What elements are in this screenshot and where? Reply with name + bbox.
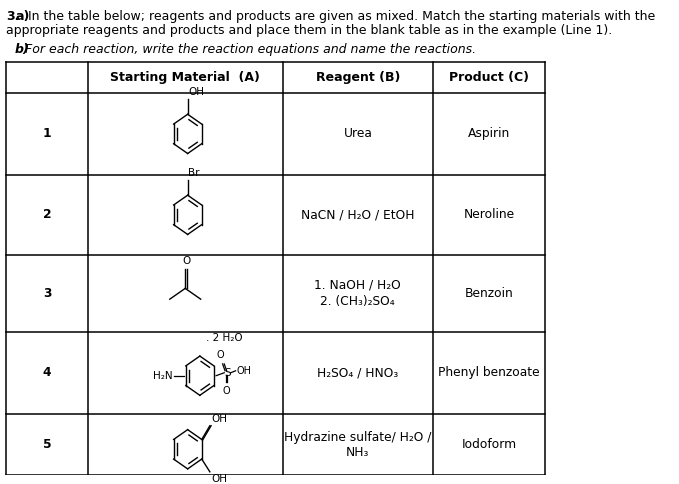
Text: Hydrazine sulfate/ H₂O /: Hydrazine sulfate/ H₂O / bbox=[285, 431, 432, 444]
Text: Product (C): Product (C) bbox=[449, 71, 529, 84]
Text: Benzoin: Benzoin bbox=[464, 287, 513, 300]
Text: 4: 4 bbox=[43, 366, 52, 379]
Text: For each reaction, write the reaction equations and name the reactions.: For each reaction, write the reaction eq… bbox=[25, 43, 476, 56]
Text: Starting Material  (A): Starting Material (A) bbox=[110, 71, 260, 84]
Text: 1: 1 bbox=[43, 127, 52, 140]
Text: Aspirin: Aspirin bbox=[468, 127, 510, 140]
Text: O: O bbox=[182, 256, 190, 266]
Text: b): b) bbox=[15, 43, 29, 56]
Text: 2: 2 bbox=[43, 208, 52, 221]
Text: Reagent (B): Reagent (B) bbox=[316, 71, 400, 84]
Text: 2. (CH₃)₂SO₄: 2. (CH₃)₂SO₄ bbox=[320, 295, 395, 308]
Text: In the table below; reagents and products are given as mixed. Match the starting: In the table below; reagents and product… bbox=[28, 10, 655, 23]
Text: O: O bbox=[222, 385, 230, 395]
Text: Urea: Urea bbox=[344, 127, 372, 140]
Text: 3: 3 bbox=[43, 287, 52, 300]
Text: 5: 5 bbox=[43, 438, 52, 451]
Text: H₂SO₄ / HNO₃: H₂SO₄ / HNO₃ bbox=[317, 366, 399, 379]
Text: O: O bbox=[217, 350, 224, 360]
Text: H₂N: H₂N bbox=[153, 371, 172, 381]
Text: 1. NaOH / H₂O: 1. NaOH / H₂O bbox=[314, 279, 401, 292]
Text: a): a) bbox=[16, 10, 30, 23]
Text: appropriate reagents and products and place them in the blank table as in the ex: appropriate reagents and products and pl… bbox=[7, 24, 612, 37]
Text: OH: OH bbox=[236, 366, 251, 376]
Text: OH: OH bbox=[189, 87, 204, 97]
Text: . 2 H₂O: . 2 H₂O bbox=[206, 333, 243, 344]
Text: 3.: 3. bbox=[7, 10, 20, 23]
Text: Br: Br bbox=[189, 167, 200, 178]
Text: OH: OH bbox=[211, 414, 227, 424]
Text: Iodoform: Iodoform bbox=[462, 438, 517, 451]
Text: OH: OH bbox=[211, 474, 227, 484]
Text: S: S bbox=[224, 368, 231, 378]
Text: Phenyl benzoate: Phenyl benzoate bbox=[438, 366, 540, 379]
Text: NaCN / H₂O / EtOH: NaCN / H₂O / EtOH bbox=[301, 208, 415, 221]
Text: Neroline: Neroline bbox=[464, 208, 515, 221]
Text: NH₃: NH₃ bbox=[346, 446, 369, 459]
